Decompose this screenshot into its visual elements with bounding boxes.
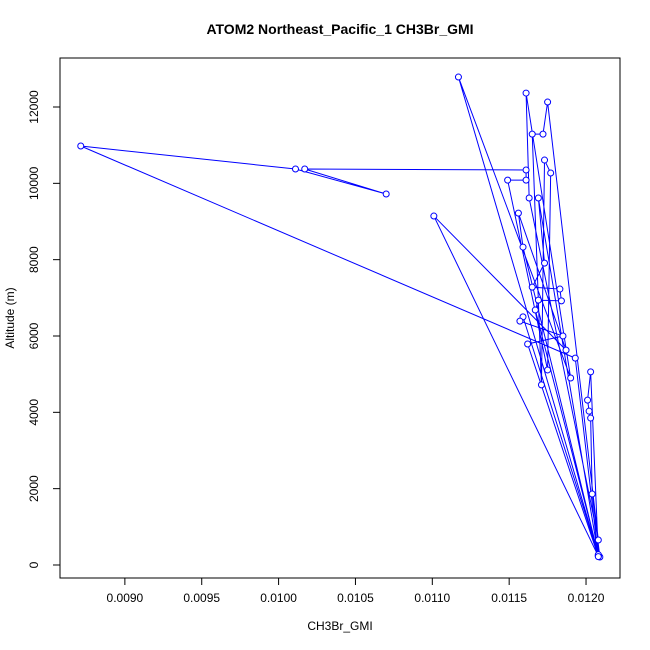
data-point [519, 243, 527, 251]
data-point [291, 165, 299, 173]
data-point [584, 396, 592, 404]
data-point [594, 536, 602, 544]
data-point [567, 374, 575, 382]
y-tick-label: 6000 [27, 322, 41, 349]
data-point [534, 296, 542, 304]
data-point [522, 176, 530, 184]
data-point [522, 166, 530, 174]
data-point [516, 317, 524, 325]
data-point [528, 283, 536, 291]
y-tick-label: 10000 [27, 166, 41, 200]
data-point [525, 194, 533, 202]
data-point [571, 354, 579, 362]
x-tick-label: 0.0095 [183, 591, 220, 605]
x-tick-label: 0.0120 [568, 591, 605, 605]
y-tick-label: 2000 [27, 475, 41, 502]
data-point [504, 176, 512, 184]
data-point [541, 259, 549, 267]
y-axis-label: Altitude (m) [3, 287, 17, 348]
data-point [534, 194, 542, 202]
y-tick-label: 0 [27, 561, 41, 568]
data-point [587, 414, 595, 422]
data-point [585, 407, 593, 415]
y-tick-label: 4000 [27, 399, 41, 426]
data-point [537, 381, 545, 389]
data-point [522, 89, 530, 97]
x-tick-label: 0.0105 [337, 591, 374, 605]
x-axis-label: CH3Br_GMI [307, 619, 372, 633]
data-point [528, 130, 536, 138]
data-point [541, 156, 549, 164]
data-point [588, 490, 596, 498]
data-point [587, 368, 595, 376]
data-point [539, 130, 547, 138]
data-line [80, 76, 601, 558]
data-point [382, 190, 390, 198]
y-tick-label: 8000 [27, 246, 41, 273]
data-point [524, 340, 532, 348]
data-point [547, 169, 555, 177]
chart-title: ATOM2 Northeast_Pacific_1 CH3Br_GMI [206, 21, 473, 37]
data-point [77, 142, 85, 150]
x-tick-label: 0.0115 [491, 591, 527, 605]
data-point [454, 73, 462, 81]
y-tick-label: 12000 [27, 90, 41, 124]
data-point [557, 297, 565, 305]
data-point [544, 98, 552, 106]
data-point [544, 366, 552, 374]
data-point [531, 306, 539, 314]
data-point [594, 553, 602, 561]
data-point [559, 332, 567, 340]
x-tick-label: 0.0110 [414, 591, 450, 605]
x-tick-label: 0.0100 [260, 591, 297, 605]
data-point [430, 212, 438, 220]
x-tick-label: 0.0090 [107, 591, 144, 605]
data-point [301, 165, 309, 173]
data-point [514, 209, 522, 217]
data-point [562, 346, 570, 354]
data-point [556, 285, 564, 293]
